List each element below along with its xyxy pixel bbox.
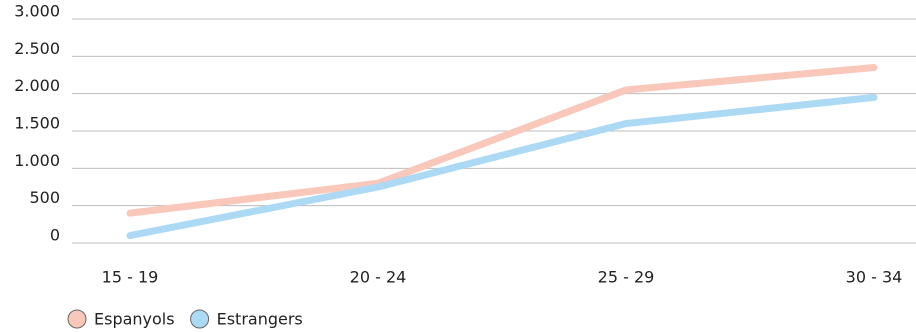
legend-marker [67,309,87,329]
y-tick-label: 500 [29,188,60,207]
y-tick-label: 0 [50,226,60,245]
x-tick-label: 30 - 34 [846,268,903,287]
y-tick-label: 2.000 [14,76,60,95]
x-tick-label: 25 - 29 [598,268,655,287]
y-tick-label: 1.000 [14,151,60,170]
series-line [126,93,878,240]
y-tick-label: 2.500 [14,39,60,58]
x-tick-label: 15 - 19 [102,268,159,287]
series-line [126,64,878,217]
x-tick-label: 20 - 24 [350,268,407,287]
legend-marker [190,309,210,329]
y-tick-label: 3.000 [14,2,60,21]
y-tick-label: 1.500 [14,114,60,133]
legend-label: Espanyols [94,310,175,329]
legend-label: Estrangers [217,310,303,329]
